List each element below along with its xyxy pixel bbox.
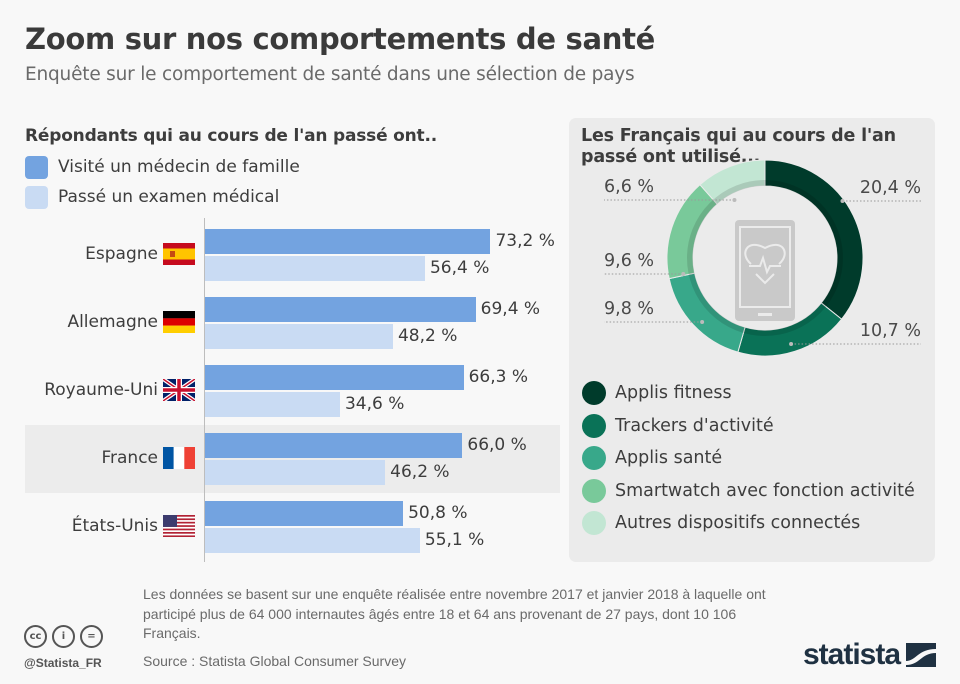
legend-label: Passé un examen médical (58, 187, 280, 207)
donut-value-label: 9,8 % (604, 299, 654, 319)
license-icons: cc i = (24, 625, 103, 648)
bar-value-label: 48,2 % (397, 326, 458, 346)
footer-note: Les données se basent sur une enquête ré… (143, 586, 766, 641)
legend-swatch-primary (25, 155, 48, 179)
cc-icon: cc (24, 625, 47, 648)
bar-medical-exam (205, 324, 393, 349)
bar-family-doctor (205, 297, 476, 322)
legend-label: Autres dispositifs connectés (615, 513, 861, 533)
donut-legend-item: Autres dispositifs connectés (582, 510, 860, 536)
legend-swatch-secondary (25, 185, 48, 209)
bar-medical-exam (205, 392, 340, 417)
legend-item-medical-exam: Passé un examen médical (25, 185, 279, 209)
donut-legend-item: Applis santé (582, 445, 722, 471)
bar-chart-heading: Répondants qui au cours de l'an passé on… (25, 126, 437, 146)
bar-medical-exam (205, 256, 425, 281)
bar-medical-exam (205, 528, 420, 553)
legend-dot (582, 413, 606, 438)
statista-logo[interactable]: statista (803, 638, 937, 672)
leader-dot (840, 199, 845, 203)
legend-item-family-doctor: Visité un médecin de famille (25, 155, 300, 179)
donut-legend-item: Smartwatch avec fonction activité (582, 478, 915, 504)
statista-logo-icon (906, 643, 937, 667)
legend-dot (582, 478, 606, 503)
donut-legend-item: Applis fitness (582, 380, 732, 406)
legend-label: Applis fitness (615, 383, 732, 403)
page-subtitle: Enquête sur le comportement de santé dan… (25, 64, 635, 85)
flag-icon (163, 447, 195, 469)
legend-label: Visité un médecin de famille (58, 157, 300, 177)
bar-value-label: 66,3 % (468, 367, 528, 387)
country-label: France (101, 448, 158, 468)
country-label: Allemagne (67, 312, 158, 332)
donut-heading: Les Français qui au cours de l'an passé … (581, 126, 896, 167)
bar-value-label: 69,4 % (480, 299, 541, 319)
flag-icon (163, 311, 195, 333)
leader-dot (789, 342, 794, 346)
bar-family-doctor (205, 365, 464, 390)
donut-value-label: 9,6 % (604, 251, 654, 271)
donut-value-label: 20,4 % (860, 178, 921, 198)
flag-icon (161, 377, 197, 403)
no-derivatives-icon: = (80, 625, 103, 648)
bar-family-doctor (205, 433, 463, 458)
source-link[interactable]: Source : Statista Global Consumer Survey (143, 653, 407, 669)
donut-inner-shadow (687, 180, 843, 336)
bar-family-doctor (205, 229, 491, 254)
bar-value-label: 34,6 % (344, 394, 405, 414)
donut-chart: 20,4 % 10,7 % 9,8 % 9,6 % 6,6 % (604, 159, 921, 357)
bar-family-doctor (205, 501, 404, 526)
legend-label: Trackers d'activité (615, 415, 774, 436)
donut-legend-item: Trackers d'activité (582, 413, 774, 439)
country-label: Espagne (85, 244, 158, 264)
logo-text: statista (803, 638, 901, 671)
flag-icon (163, 515, 195, 537)
leader-dot (700, 320, 705, 324)
bar-value-label: 55,1 % (424, 530, 485, 550)
axis-line (204, 218, 205, 562)
attribution-icon: i (52, 625, 75, 648)
donut-value-label: 10,7 % (860, 321, 921, 341)
country-label: Royaume-Uni (44, 380, 158, 400)
legend-label: Smartwatch avec fonction activité (615, 480, 915, 501)
smartphone-heart-icon (735, 220, 795, 321)
legend-dot (582, 511, 606, 535)
legend-label: Applis santé (615, 448, 723, 468)
country-label: États-Unis (71, 516, 158, 536)
bar-medical-exam (205, 460, 386, 485)
legend-dot (582, 381, 606, 405)
leader-dot (681, 272, 686, 276)
bar-value-label: 50,8 % (408, 503, 468, 523)
donut-value-label: 6,6 % (604, 177, 654, 197)
page-title: Zoom sur nos comportements de santé (25, 22, 656, 56)
bar-value-label: 46,2 % (390, 462, 450, 482)
twitter-handle: @Statista_FR (24, 656, 102, 670)
bar-value-label: 56,4 % (429, 258, 490, 278)
flag-icon (163, 243, 195, 265)
bar-value-label: 66,0 % (467, 435, 527, 455)
legend-dot (582, 446, 606, 470)
bar-value-label: 73,2 % (495, 231, 555, 251)
leader-dot (732, 198, 737, 202)
